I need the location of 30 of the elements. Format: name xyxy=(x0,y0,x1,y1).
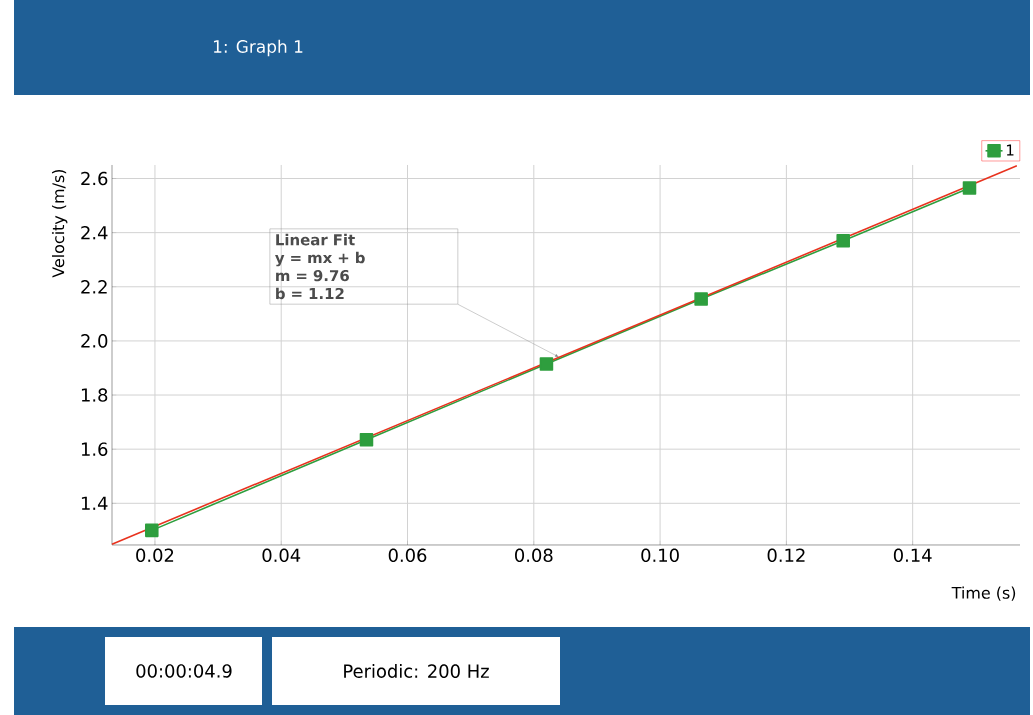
legend-label: 1 xyxy=(1006,144,1014,156)
y-tick-label: 1.6 xyxy=(81,442,108,456)
text: 1: Graph 1 xyxy=(213,39,303,57)
point xyxy=(359,432,374,447)
y-tick-label: 2.6 xyxy=(81,171,108,186)
annotation: b = 1.12 xyxy=(276,287,344,300)
x-tick-label: 0.08 xyxy=(515,548,553,563)
point xyxy=(836,233,850,248)
point xyxy=(539,357,554,371)
text: Periodic: 200 Hz xyxy=(344,664,489,678)
point xyxy=(145,523,159,538)
x-tick-label: 0.02 xyxy=(136,548,174,563)
text: 00:00:04.9 xyxy=(136,664,232,678)
x-tick-label: 0.10 xyxy=(641,548,679,563)
annotation: m = 9.76 xyxy=(276,269,349,282)
y-tick-label: 2.0 xyxy=(81,334,108,348)
y-tick-label: 1.4 xyxy=(81,496,108,510)
y-axis-title: Velocity (m/s) xyxy=(51,169,68,278)
point xyxy=(962,181,977,195)
x-tick-label: 0.06 xyxy=(388,548,427,563)
y-tick-label: 2.2 xyxy=(81,280,107,294)
annotation: y = mx + b xyxy=(275,251,365,267)
x-tick-label: 0.12 xyxy=(767,548,805,563)
point xyxy=(694,292,708,306)
y-tick-label: 2.4 xyxy=(81,225,108,240)
annotation: Linear Fit xyxy=(276,233,355,246)
y-tick-label: 1.8 xyxy=(81,388,108,402)
x-tick-label: 0.04 xyxy=(262,548,301,563)
x-tick-label: 0.14 xyxy=(893,548,932,563)
x-axis-title: Time (s) xyxy=(951,586,1016,601)
